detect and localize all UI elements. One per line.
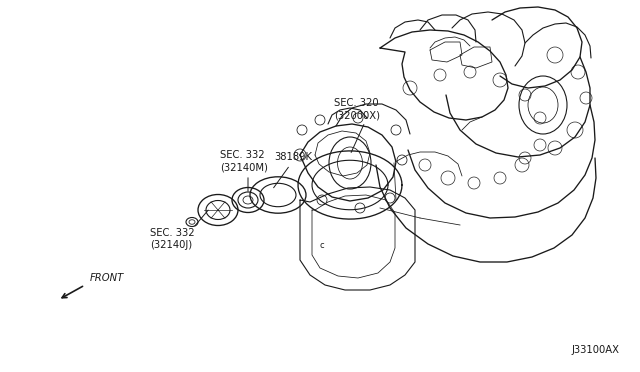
Text: c: c: [320, 241, 324, 250]
Text: FRONT: FRONT: [90, 273, 124, 283]
Text: SEC. 332
(32140M): SEC. 332 (32140M): [220, 150, 268, 172]
Text: SEC. 332
(32140J): SEC. 332 (32140J): [150, 228, 195, 250]
Text: J33100AX: J33100AX: [572, 345, 620, 355]
Text: 38189K: 38189K: [274, 152, 312, 162]
Text: SEC. 320
(32000X): SEC. 320 (32000X): [334, 99, 380, 120]
